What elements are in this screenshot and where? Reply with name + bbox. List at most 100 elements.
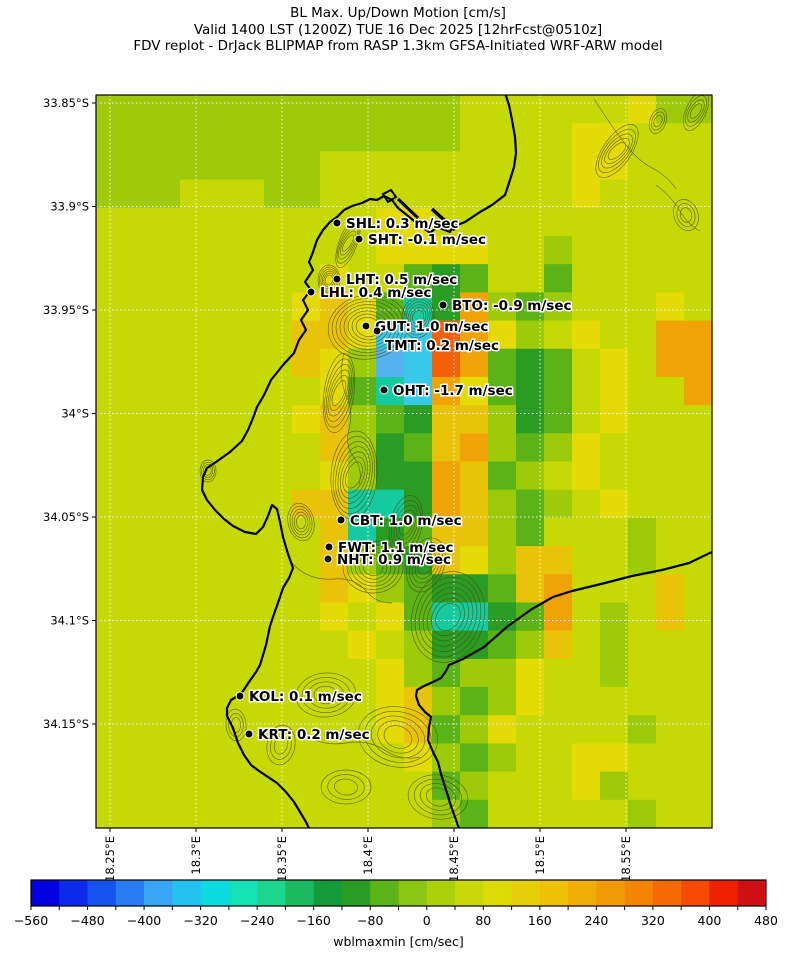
colorbar-segment bbox=[257, 880, 286, 906]
station-bto: BTO: -0.9 m/sec bbox=[438, 297, 573, 316]
colorbar-axis-label: wblmaxmin [cm/sec] bbox=[333, 934, 464, 949]
colorbar-tick-label: −480 bbox=[70, 913, 104, 928]
colorbar-segment bbox=[200, 880, 230, 906]
lat-tick-label: 34°S bbox=[61, 407, 89, 421]
colorbar-tick-label: −400 bbox=[127, 913, 161, 928]
station-marker-icon bbox=[354, 234, 364, 244]
colorbar-segment bbox=[511, 880, 541, 906]
lon-tick-label: 18.5°E bbox=[533, 836, 547, 875]
lon-tick-label: 18.3°E bbox=[189, 836, 203, 875]
station-lhl: LHL: 0.4 m/sec bbox=[306, 284, 433, 303]
lat-tick-label: 34.1°S bbox=[50, 614, 89, 628]
station-marker-icon bbox=[332, 218, 342, 228]
station-label: TMT: 0.2 m/sec bbox=[385, 338, 499, 354]
station-cbt: CBT: 1.0 m/sec bbox=[336, 512, 463, 531]
station-label: FWT: 1.1 m/sec bbox=[338, 540, 454, 556]
colorbar-tick-label: 480 bbox=[754, 913, 778, 928]
station-marker-icon bbox=[379, 385, 389, 395]
colorbar-tick-label: 240 bbox=[584, 913, 608, 928]
lat-tick-label: 33.95°S bbox=[43, 303, 89, 317]
station-label: SHL: 0.3 m/sec bbox=[346, 216, 459, 232]
station-marker-icon bbox=[372, 326, 382, 336]
station-tmt: TMT: 0.2 m/sec bbox=[372, 326, 501, 356]
station-label: CBT: 1.0 m/sec bbox=[350, 513, 462, 529]
colorbar-tick-label: 400 bbox=[698, 913, 722, 928]
colorbar-segment bbox=[709, 880, 739, 906]
station-marker-icon bbox=[332, 274, 342, 284]
lon-tick-label: 18.55°E bbox=[619, 836, 633, 882]
colorbar-segment bbox=[624, 880, 654, 906]
station-marker-icon bbox=[361, 321, 371, 331]
station-krt: KRT: 0.2 m/sec bbox=[244, 726, 371, 745]
colorbar-segment bbox=[144, 880, 173, 906]
figure-title-block: BL Max. Up/Down Motion [cm/s] Valid 1400… bbox=[0, 5, 796, 55]
colorbar-tick-label: 0 bbox=[423, 913, 431, 928]
colorbar-tick-label: −320 bbox=[183, 913, 217, 928]
station-fwt: FWT: 1.1 m/sec bbox=[324, 539, 455, 558]
station-marker-icon bbox=[438, 300, 448, 310]
colorbar-segment bbox=[568, 880, 597, 906]
station-oht: OHT: -1.7 m/sec bbox=[379, 382, 514, 401]
map-border bbox=[95, 94, 713, 829]
colorbar-segment bbox=[398, 880, 428, 906]
colorbar-segment bbox=[455, 880, 484, 906]
station-kol: KOL: 0.1 m/sec bbox=[235, 688, 363, 707]
colorbar-segment bbox=[31, 880, 60, 906]
lon-tick-label: 18.4°E bbox=[361, 836, 375, 875]
station-marker-icon bbox=[306, 287, 316, 297]
colorbar-segment bbox=[737, 880, 767, 906]
figure-valid-time: Valid 1400 LST (1200Z) TUE 16 Dec 2025 [… bbox=[193, 21, 603, 38]
station-marker-icon bbox=[336, 515, 346, 525]
station-gut: GUT: 1.0 m/sec bbox=[361, 318, 490, 337]
station-label: LHL: 0.4 m/sec bbox=[320, 285, 431, 301]
axis-ticks-labels: 33.85°S 33.9°S 33.95°S 34°S 34.05°S 34.1°S 34.… bbox=[43, 96, 633, 882]
colorbar-segment bbox=[172, 880, 202, 906]
colorbar-tick-label: −240 bbox=[240, 913, 274, 928]
colorbar-segment bbox=[652, 880, 682, 906]
station-label: LHT: 0.5 m/sec bbox=[346, 272, 457, 288]
colorbar-segment bbox=[483, 880, 513, 906]
figure-model-info: FDV replot - DrJack BLIPMAP from RASP 1.… bbox=[133, 38, 663, 54]
station-label: KRT: 0.2 m/sec bbox=[258, 727, 370, 743]
colorbar-tick-label: −560 bbox=[14, 913, 48, 928]
station-marker-icon bbox=[235, 691, 245, 701]
lat-tick-label: 33.9°S bbox=[50, 200, 89, 214]
figure-title: BL Max. Up/Down Motion [cm/s] bbox=[290, 5, 506, 21]
colorbar-segment bbox=[87, 880, 117, 906]
colorbar-segment bbox=[596, 880, 626, 906]
colorbar-tick-label: 80 bbox=[475, 913, 491, 928]
colorbar-tick-label: 160 bbox=[528, 913, 552, 928]
station-label: SHT: -0.1 m/sec bbox=[368, 232, 486, 248]
lon-tick-label: 18.35°E bbox=[275, 836, 289, 882]
harbour-piers bbox=[381, 188, 457, 232]
station-shl: SHL: 0.3 m/sec bbox=[332, 215, 460, 234]
colorbar-tick-label: 320 bbox=[641, 913, 665, 928]
colorbar-segment bbox=[370, 880, 399, 906]
station-label: KOL: 0.1 m/sec bbox=[249, 689, 362, 705]
colorbar-segment bbox=[681, 880, 710, 906]
lon-tick-label: 18.25°E bbox=[103, 836, 117, 882]
colorbar-segment bbox=[59, 880, 89, 906]
station-nht: NHT: 0.9 m/sec bbox=[323, 551, 452, 570]
terrain-contours bbox=[199, 95, 710, 820]
colorbar-segment bbox=[426, 880, 456, 906]
station-label: NHT: 0.9 m/sec bbox=[337, 552, 451, 568]
station-marker-icon bbox=[323, 554, 333, 564]
forecast-raster bbox=[96, 95, 712, 828]
colorbar: −560 −480 −400 −320 −240 −160 −80 0 80 160 240 320 4… bbox=[14, 879, 778, 949]
lat-tick-label: 34.05°S bbox=[43, 510, 89, 524]
colorbar-tick-label: −160 bbox=[297, 913, 331, 928]
colorbar-segment bbox=[228, 880, 258, 906]
lat-tick-label: 34.15°S bbox=[43, 717, 89, 731]
colorbar-segment bbox=[115, 880, 145, 906]
colorbar-segment bbox=[539, 880, 569, 906]
station-label: GUT: 1.0 m/sec bbox=[375, 319, 488, 335]
colorbar-tick-label: −80 bbox=[357, 913, 383, 928]
station-lht: LHT: 0.5 m/sec bbox=[332, 271, 459, 290]
station-marker-icon bbox=[244, 729, 254, 739]
station-label: BTO: -0.9 m/sec bbox=[452, 298, 571, 314]
